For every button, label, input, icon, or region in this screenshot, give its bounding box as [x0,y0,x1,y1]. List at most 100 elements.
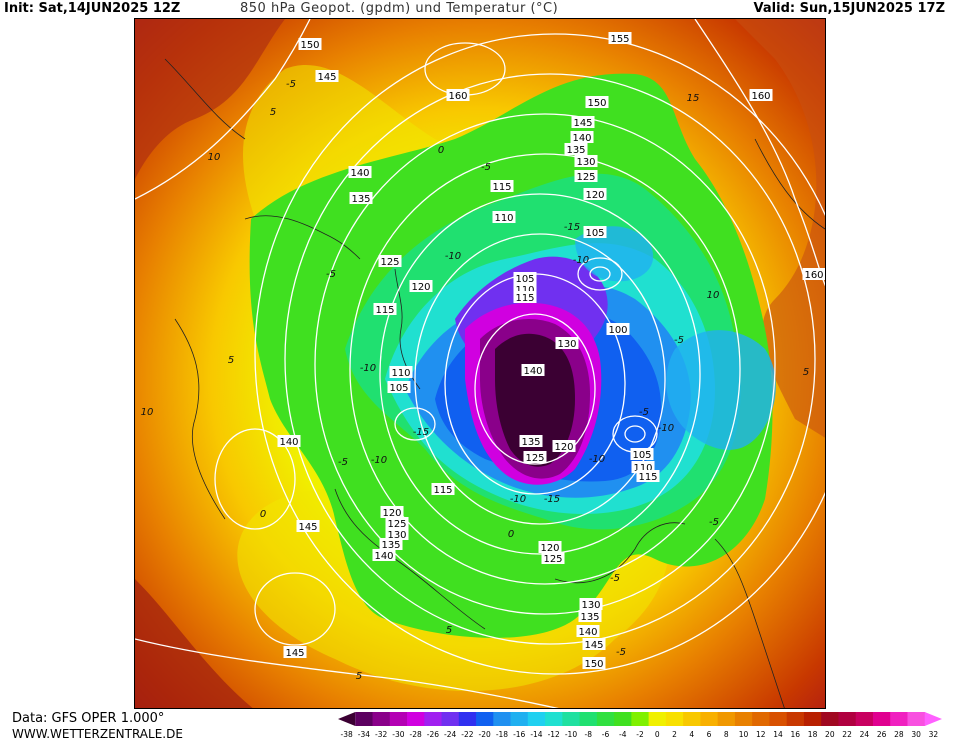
legend-swatch [424,712,443,726]
legend-swatch [476,712,494,726]
legend-tick-label: -2 [636,730,644,739]
contour-label: 115 [490,180,514,193]
legend-tick-label: -30 [392,730,404,739]
contour-label: 160 [446,89,470,102]
temperature-field [135,19,825,708]
svg-text:140: 140 [279,437,298,448]
isotherm-label: 0 [438,145,444,156]
isotherm-label: 5 [356,671,362,682]
contour-label: 145 [283,646,307,659]
svg-text:140: 140 [350,168,369,179]
isotherm-label: 0 [260,509,266,520]
svg-text:130: 130 [576,157,595,168]
geopotential-labels: 1501451551601501451401351301251601401351… [277,32,825,670]
legend-tick-label: -28 [410,730,422,739]
svg-text:105: 105 [515,274,534,285]
isotherm-label: 0 [508,529,514,540]
legend-swatch [838,712,857,726]
isotherm-label: 5 [270,107,276,118]
legend-tick-label: -32 [375,730,387,739]
svg-text:130: 130 [581,600,600,611]
svg-text:140: 140 [572,133,591,144]
legend-swatch [734,712,753,726]
legend-tick-label: -24 [444,730,456,739]
isotherm-label: -10 [445,251,461,262]
isotherm-labels: -50-51051510-5-10-15-10-55-10-15-5-10-5-… [141,79,810,682]
svg-text:110: 110 [515,285,534,296]
legend-swatch [872,712,891,726]
isotherm-label: -5 [481,162,491,173]
isotherm-label: -5 [616,647,626,658]
legend-tick-label: -12 [548,730,560,739]
contour-label: 140 [277,435,301,448]
legend-swatch [545,712,563,726]
legend-tick-label: -10 [565,730,577,739]
svg-text:105: 105 [585,228,604,239]
svg-text:155: 155 [610,34,629,45]
contour-label: 135 [564,143,588,156]
legend-tick-label: 24 [860,730,870,739]
isotherm-label: 10 [707,290,720,301]
svg-text:145: 145 [317,72,336,83]
legend-swatch [355,712,374,726]
isotherm-label: -10 [371,455,387,466]
color-scale-legend: -38 -34 -32 -30 -28 -26 -24 -22 -20 -18 -16 -14 -12-… [338,712,942,739]
legend-swatch [683,712,701,726]
svg-text:115: 115 [638,472,657,483]
legend-tick-label: 0 [655,730,660,739]
svg-text:120: 120 [554,442,573,453]
legend-swatch [372,712,391,726]
isotherm-label: -15 [544,494,560,505]
svg-text:140: 140 [374,551,393,562]
legend-swatch [907,712,926,726]
contour-label: 130 [555,337,579,350]
legend-tick-label: -16 [513,730,525,739]
legend-swatch [700,712,719,726]
svg-text:115: 115 [375,305,394,316]
legend-tick-label: -34 [358,730,370,739]
contour-label: 140 [576,625,600,638]
valid-time: Valid: Sun,15JUN2025 17Z [753,1,945,16]
svg-text:125: 125 [525,453,544,464]
isotherm-label: -5 [709,517,719,528]
svg-text:115: 115 [433,485,452,496]
data-source: Data: GFS OPER 1.000° [12,711,165,726]
isotherm-label: -5 [639,407,649,418]
isotherm-label: -5 [610,573,620,584]
svg-text:145: 145 [285,648,304,659]
contour-label: 120 [409,280,433,293]
legend-tick-label: -20 [479,730,491,739]
svg-text:100: 100 [608,325,627,336]
contour-label: 120 [380,506,404,519]
contour-label: 125 [574,170,598,183]
isotherm-label: -10 [589,454,605,465]
legend-swatch [648,712,667,726]
legend-tick-label: 16 [791,730,801,739]
contour-label: 155 [608,32,632,45]
contour-label: 150 [298,38,322,51]
legend-swatch [786,712,805,726]
contour-label: 145 [296,520,320,533]
svg-text:105: 105 [389,383,408,394]
legend-swatch [924,712,942,726]
contour-label: 140 [372,549,396,562]
legend-swatch [493,712,512,726]
contour-label: 150 [585,96,609,109]
svg-text:120: 120 [411,282,430,293]
legend-tick-label: 10 [739,730,749,739]
contour-label: 145 [315,70,339,83]
contour-label: 125 [541,552,565,565]
contour-label: 130 [385,528,409,541]
contour-label: 140 [348,166,372,179]
contour-label: 125 [385,517,409,530]
legend-swatch [407,712,425,726]
svg-text:150: 150 [300,40,319,51]
svg-text:120: 120 [585,190,604,201]
contour-label: 115 [636,470,660,483]
legend-swatch [458,712,477,726]
contour-label: 145 [571,116,595,129]
svg-text:130: 130 [387,530,406,541]
legend-tick-label: 30 [911,730,921,739]
isotherm-label: -10 [573,255,589,266]
legend-tick-label: -8 [584,730,592,739]
